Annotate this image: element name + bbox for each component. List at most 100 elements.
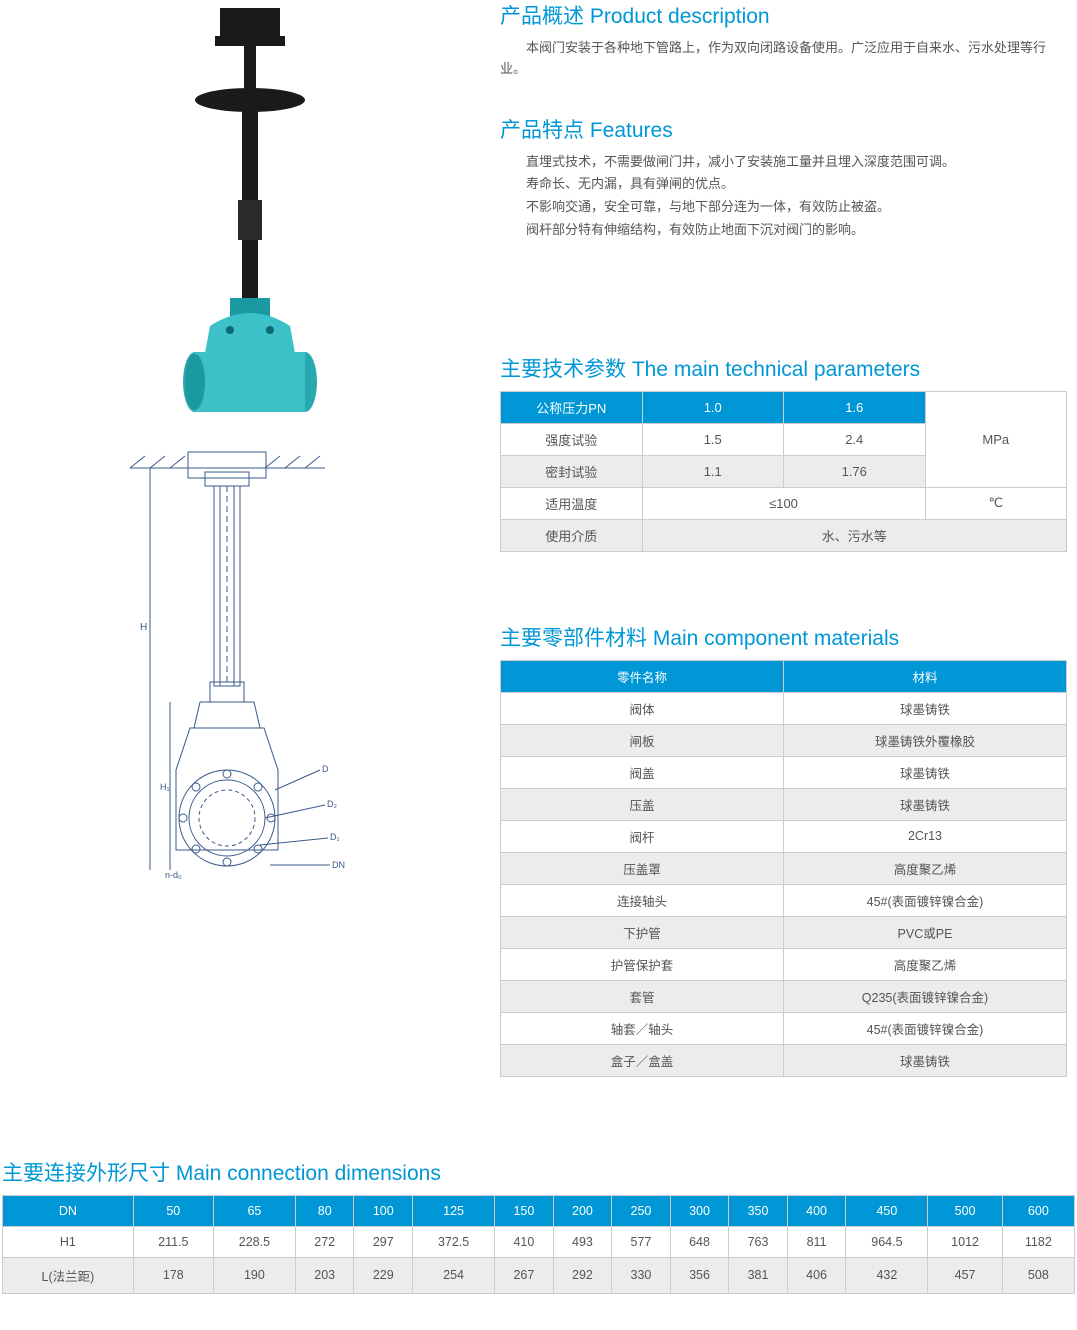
mat-part: 阀杆 bbox=[501, 820, 784, 852]
mat-part: 护管保护套 bbox=[501, 948, 784, 980]
tech-r1-label: 强度试验 bbox=[501, 423, 643, 455]
mat-material: 高度聚乙烯 bbox=[784, 852, 1067, 884]
mat-material: 2Cr13 bbox=[784, 820, 1067, 852]
tech-r3-val: ≤100 bbox=[642, 487, 925, 519]
svg-text:DN: DN bbox=[332, 860, 345, 870]
dim-l: 267 bbox=[495, 1257, 554, 1293]
dim-l: 330 bbox=[612, 1257, 671, 1293]
dim-dn: 500 bbox=[928, 1195, 1002, 1226]
mat-material: 球墨铸铁 bbox=[784, 692, 1067, 724]
features-title: 产品特点 Features bbox=[500, 114, 1067, 144]
mat-row: 阀杆2Cr13 bbox=[501, 820, 1067, 852]
svg-text:D: D bbox=[322, 764, 329, 774]
product-photo bbox=[100, 0, 400, 420]
dim-label-l: L(法兰距) bbox=[3, 1257, 134, 1293]
dim-l: 508 bbox=[1002, 1257, 1074, 1293]
mat-row: 护管保护套高度聚乙烯 bbox=[501, 948, 1067, 980]
mat-row: 阀体球墨铸铁 bbox=[501, 692, 1067, 724]
dim-l: 254 bbox=[413, 1257, 495, 1293]
dim-h1: 648 bbox=[670, 1226, 729, 1257]
mat-part: 套管 bbox=[501, 980, 784, 1012]
mat-part: 轴套／轴头 bbox=[501, 1012, 784, 1044]
dim-label-h1: H1 bbox=[3, 1226, 134, 1257]
svg-text:H: H bbox=[140, 622, 147, 633]
mat-title: 主要零部件材料 Main component materials bbox=[500, 622, 1067, 652]
svg-text:n-d₀: n-d₀ bbox=[165, 870, 182, 880]
dim-l: 406 bbox=[787, 1257, 846, 1293]
tech-h-pn: 公称压力PN bbox=[501, 391, 643, 423]
dim-dn: 200 bbox=[553, 1195, 612, 1226]
dim-dn: 150 bbox=[495, 1195, 554, 1226]
mat-part: 闸板 bbox=[501, 724, 784, 756]
tech-params-table: 公称压力PN 1.0 1.6 MPa 强度试验 1.5 2.4 密封试验 1.1… bbox=[500, 391, 1067, 552]
tech-title: 主要技术参数 The main technical parameters bbox=[500, 353, 1067, 383]
dim-title: 主要连接外形尺寸 Main connection dimensions bbox=[2, 1157, 1075, 1187]
dim-dn: 100 bbox=[354, 1195, 413, 1226]
mat-row: 压盖球墨铸铁 bbox=[501, 788, 1067, 820]
mat-h-mat: 材料 bbox=[784, 660, 1067, 692]
mat-part: 连接轴头 bbox=[501, 884, 784, 916]
tech-h-16: 1.6 bbox=[784, 391, 926, 423]
dim-l: 381 bbox=[729, 1257, 788, 1293]
dim-h1: 577 bbox=[612, 1226, 671, 1257]
mat-row: 阀盖球墨铸铁 bbox=[501, 756, 1067, 788]
dim-h1: 1182 bbox=[1002, 1226, 1074, 1257]
feature-1: 直埋式技术，不需要做闸门井，减小了安装施工量并且埋入深度范围可调。 bbox=[500, 152, 1067, 173]
mat-part: 阀盖 bbox=[501, 756, 784, 788]
mat-row: 闸板球墨铸铁外覆橡胶 bbox=[501, 724, 1067, 756]
mat-row: 连接轴头45#(表面镀锌镍合金) bbox=[501, 884, 1067, 916]
dim-h1: 410 bbox=[495, 1226, 554, 1257]
desc-title: 产品概述 Product description bbox=[500, 0, 1067, 30]
dim-l: 203 bbox=[295, 1257, 354, 1293]
dim-l: 229 bbox=[354, 1257, 413, 1293]
dim-h1: 964.5 bbox=[846, 1226, 928, 1257]
dim-l: 432 bbox=[846, 1257, 928, 1293]
dim-label-dn: DN bbox=[3, 1195, 134, 1226]
mat-material: 球墨铸铁 bbox=[784, 788, 1067, 820]
feature-2: 寿命长、无内漏，具有弹闸的优点。 bbox=[500, 174, 1067, 195]
tech-unit-mpa: MPa bbox=[925, 391, 1067, 487]
dim-h1: 763 bbox=[729, 1226, 788, 1257]
mat-part: 压盖罩 bbox=[501, 852, 784, 884]
mat-row: 轴套／轴头45#(表面镀锌镍合金) bbox=[501, 1012, 1067, 1044]
mat-part: 阀体 bbox=[501, 692, 784, 724]
mat-part: 盒子／盒盖 bbox=[501, 1044, 784, 1076]
desc-text: 本阀门安装于各种地下管路上，作为双向闭路设备使用。广泛应用于自来水、污水处理等行… bbox=[500, 38, 1067, 80]
dim-dn: 600 bbox=[1002, 1195, 1074, 1226]
tech-r2-b: 1.76 bbox=[784, 455, 926, 487]
mat-material: 45#(表面镀锌镍合金) bbox=[784, 1012, 1067, 1044]
materials-table: 零件名称 材料 阀体球墨铸铁闸板球墨铸铁外覆橡胶阀盖球墨铸铁压盖球墨铸铁阀杆2C… bbox=[500, 660, 1067, 1077]
dim-h1: 272 bbox=[295, 1226, 354, 1257]
dim-l: 178 bbox=[133, 1257, 213, 1293]
dim-l: 190 bbox=[213, 1257, 295, 1293]
dim-h1: 211.5 bbox=[133, 1226, 213, 1257]
mat-material: 球墨铸铁 bbox=[784, 1044, 1067, 1076]
dim-dn: 450 bbox=[846, 1195, 928, 1226]
dim-dn: 125 bbox=[413, 1195, 495, 1226]
tech-r3-unit: ℃ bbox=[925, 487, 1067, 519]
dim-dn: 300 bbox=[670, 1195, 729, 1226]
svg-text:H₁: H₁ bbox=[160, 782, 170, 792]
dim-dn: 80 bbox=[295, 1195, 354, 1226]
dimensions-table: DN50658010012515020025030035040045050060… bbox=[2, 1195, 1075, 1294]
mat-h-part: 零件名称 bbox=[501, 660, 784, 692]
mat-material: Q235(表面镀锌镍合金) bbox=[784, 980, 1067, 1012]
tech-r4-val: 水、污水等 bbox=[642, 519, 1067, 551]
dim-h1: 228.5 bbox=[213, 1226, 295, 1257]
feature-3: 不影响交通，安全可靠，与地下部分连为一体，有效防止被盗。 bbox=[500, 197, 1067, 218]
mat-part: 下护管 bbox=[501, 916, 784, 948]
dim-h1: 493 bbox=[553, 1226, 612, 1257]
mat-material: 球墨铸铁 bbox=[784, 756, 1067, 788]
dim-dn: 350 bbox=[729, 1195, 788, 1226]
dim-dn: 50 bbox=[133, 1195, 213, 1226]
dim-l: 356 bbox=[670, 1257, 729, 1293]
tech-r2-label: 密封试验 bbox=[501, 455, 643, 487]
mat-material: 球墨铸铁外覆橡胶 bbox=[784, 724, 1067, 756]
mat-part: 压盖 bbox=[501, 788, 784, 820]
feature-4: 阀杆部分特有伸缩结构，有效防止地面下沉对阀门的影响。 bbox=[500, 220, 1067, 241]
dim-dn: 65 bbox=[213, 1195, 295, 1226]
mat-material: PVC或PE bbox=[784, 916, 1067, 948]
mat-material: 高度聚乙烯 bbox=[784, 948, 1067, 980]
tech-r4-label: 使用介质 bbox=[501, 519, 643, 551]
mat-row: 套管Q235(表面镀锌镍合金) bbox=[501, 980, 1067, 1012]
